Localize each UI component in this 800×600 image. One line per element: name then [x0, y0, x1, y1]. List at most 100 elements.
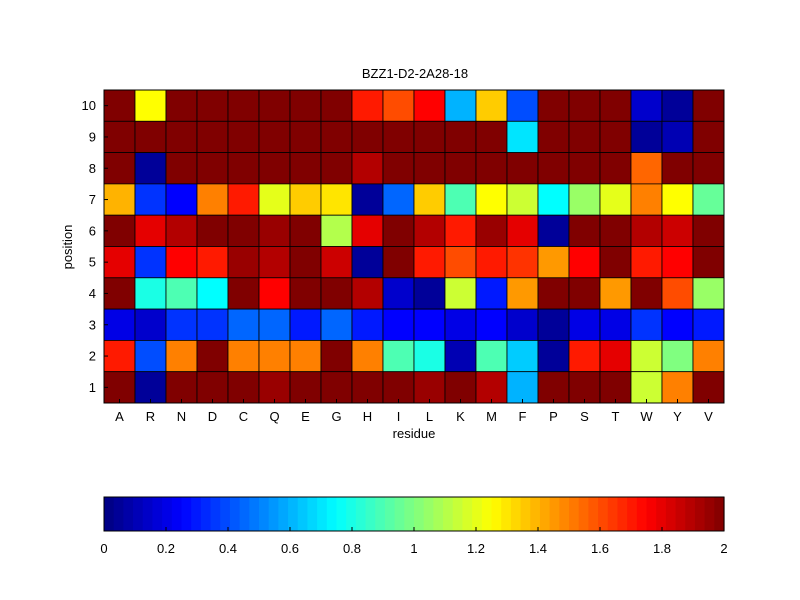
heatmap-cell-A-9 — [103, 120, 136, 154]
colorbar-segment — [520, 497, 531, 531]
heatmap-cell-W-10 — [630, 89, 663, 122]
x-tick-label: D — [208, 409, 217, 424]
heatmap-cell-L-3 — [413, 308, 446, 341]
y-tick-labels: 10 9 8 7 6 5 4 3 2 1 — [82, 98, 108, 395]
heatmap-cell-Q-10 — [258, 89, 291, 122]
heatmap-cell-C-6 — [227, 214, 260, 247]
colorbar-segment — [162, 497, 173, 531]
heatmap-cell-Y-10 — [661, 89, 694, 122]
heatmap-cell-G-3 — [320, 308, 353, 341]
colorbar-segment — [472, 497, 483, 531]
colorbar-segment — [191, 497, 202, 531]
heatmap-cell-T-8 — [599, 152, 632, 185]
heatmap-cell-F-5 — [506, 246, 539, 279]
heatmap-cell-P-10 — [537, 89, 570, 122]
heatmap-cell-A-8 — [103, 152, 136, 185]
colorbar-segment — [384, 497, 396, 531]
colorbar-segment — [578, 497, 589, 531]
colorbar-segment — [491, 497, 502, 531]
heatmap-cell-T-3 — [599, 308, 632, 341]
x-tick-label: C — [239, 409, 248, 424]
x-tick-label: I — [397, 409, 401, 424]
heatmap-cell-D-2 — [196, 339, 229, 373]
heatmap-cell-L-10 — [413, 89, 446, 122]
colorbar-segment — [404, 497, 415, 531]
heatmap-cell-C-10 — [227, 89, 260, 122]
heatmap-cell-A-5 — [103, 246, 136, 279]
x-tick-label: S — [580, 409, 589, 424]
heatmap-cell-Y-3 — [661, 308, 694, 341]
colorbar-segment — [200, 497, 212, 531]
heatmap-cell-T-7 — [599, 183, 632, 216]
heatmap-axes-frame — [103, 89, 725, 404]
heatmap-cell-Q-2 — [258, 339, 291, 373]
heatmap-cell-G-7 — [320, 183, 353, 216]
heatmap-cell-Q-8 — [258, 152, 291, 185]
heatmap-cell-M-1 — [475, 371, 508, 404]
colorbar-segment — [171, 497, 183, 531]
y-tick-label: 9 — [89, 129, 96, 144]
heatmap-cell-P-6 — [537, 214, 570, 247]
heatmap-cell-D-5 — [196, 246, 229, 279]
heatmap-cell-L-4 — [413, 277, 446, 310]
heatmap-cell-Q-3 — [258, 308, 291, 341]
heatmap-cell-L-9 — [413, 120, 446, 154]
heatmap-cell-N-3 — [165, 308, 198, 341]
colorbar-segment — [288, 497, 299, 531]
heatmap-cell-Q-6 — [258, 214, 291, 247]
heatmap-cell-W-4 — [630, 277, 663, 310]
heatmap-cell-T-1 — [599, 371, 632, 404]
heatmap-cell-E-9 — [289, 120, 322, 154]
colorbar-tick-label: 1.8 — [653, 541, 671, 556]
colorbar-tick-labels: 0 0.2 0.4 0.6 0.8 1 1.2 1.4 1.6 1.8 2 — [100, 527, 728, 556]
heatmap-cell-L-5 — [413, 246, 446, 279]
colorbar-segment — [268, 497, 279, 531]
heatmap-cell-M-9 — [475, 120, 508, 154]
heatmap-cell-S-3 — [568, 308, 601, 341]
x-tick-label: F — [519, 409, 527, 424]
heatmap-cell-A-3 — [103, 308, 136, 341]
colorbar-segment — [317, 497, 328, 531]
chart-title: BZZ1-D2-2A28-18 — [362, 66, 468, 81]
colorbar-segment — [307, 497, 318, 531]
colorbar-segment — [443, 497, 454, 531]
heatmap-cell-S-4 — [568, 277, 601, 310]
heatmap-cell-H-3 — [351, 308, 384, 341]
colorbar-segment — [704, 497, 715, 531]
heatmap-cell-A-7 — [103, 183, 136, 216]
heatmap-cell-H-10 — [351, 89, 384, 122]
heatmap-cell-W-5 — [630, 246, 663, 279]
colorbar-segment — [113, 497, 124, 531]
x-tick-label: P — [549, 409, 558, 424]
heatmap-cell-S-10 — [568, 89, 601, 122]
heatmap-cell-A-1 — [103, 371, 136, 404]
colorbar-segment — [142, 497, 154, 531]
heatmap-cell-M-6 — [475, 214, 508, 247]
heatmap-cell-P-8 — [537, 152, 570, 185]
heatmap-cell-S-1 — [568, 371, 601, 404]
heatmap-cell-H-7 — [351, 183, 384, 216]
heatmap-cell-N-6 — [165, 214, 198, 247]
heatmap-cell-Y-2 — [661, 339, 694, 373]
colorbar-tick-label: 0.4 — [219, 541, 237, 556]
colorbar-segment — [278, 497, 289, 531]
heatmap-cell-N-8 — [165, 152, 198, 185]
heatmap-cell-C-4 — [227, 277, 260, 310]
heatmap-cell-E-5 — [289, 246, 322, 279]
colorbar-segment — [665, 497, 677, 531]
heatmap-cell-Y-6 — [661, 214, 694, 247]
heatmap-cell-S-6 — [568, 214, 601, 247]
heatmap-cell-T-4 — [599, 277, 632, 310]
heatmap-cell-E-6 — [289, 214, 322, 247]
heatmap-cell-R-3 — [134, 308, 167, 341]
heatmap-cell-S-5 — [568, 246, 601, 279]
heatmap-cell-V-3 — [692, 308, 725, 341]
heatmap-cell-G-4 — [320, 277, 353, 310]
colorbar-tick-label: 0 — [100, 541, 107, 556]
heatmap-cell-P-4 — [537, 277, 570, 310]
y-tick-label: 7 — [89, 192, 96, 207]
heatmap-cell-V-5 — [692, 246, 725, 279]
heatmap-cell-G-6 — [320, 214, 353, 247]
colorbar-segment — [123, 497, 134, 531]
heatmap-cell-P-1 — [537, 371, 570, 404]
